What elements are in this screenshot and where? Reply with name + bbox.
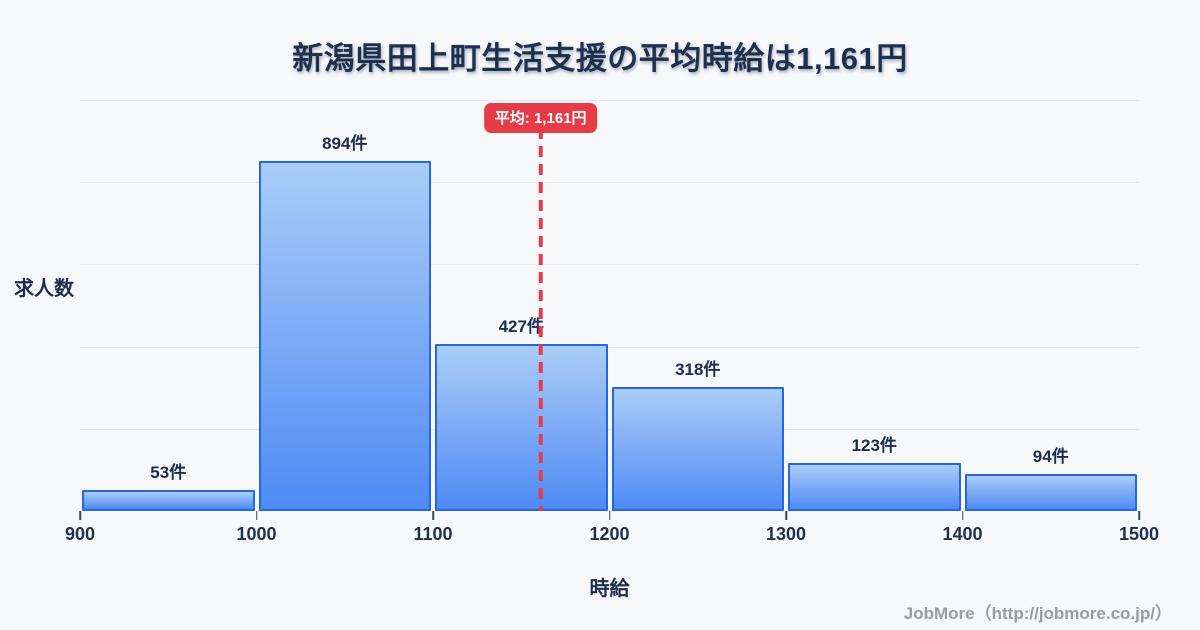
histogram-bar-1100-1200 — [435, 343, 608, 511]
bar-value-label: 427件 — [498, 316, 544, 336]
bar-value-label: 894件 — [322, 134, 368, 154]
x-axis-title: 時給 — [589, 578, 630, 600]
histogram-bar-1300-1400 — [788, 462, 961, 511]
gridline — [80, 346, 1139, 348]
plot-area: 53件 894件 427件 318件 123件 94件 平均: 1,161円 — [80, 100, 1139, 511]
x-tick — [1138, 511, 1140, 520]
bar-value-label: 94件 — [1032, 447, 1069, 467]
histogram-bar-900-1000 — [82, 490, 255, 511]
average-badge: 平均: 1,161円 — [483, 103, 598, 133]
histogram-bar-1200-1300 — [611, 386, 784, 511]
average-line — [538, 128, 543, 511]
gridline — [80, 264, 1139, 266]
x-tick — [79, 511, 81, 520]
x-tick-label: 1000 — [236, 524, 277, 544]
histogram-bar-1000-1100 — [258, 161, 431, 511]
gridline — [80, 100, 1139, 101]
x-tick — [608, 511, 611, 520]
bar-value-label: 123件 — [851, 435, 897, 455]
x-tick-label: 1500 — [1118, 524, 1160, 544]
x-tick — [961, 511, 964, 520]
bar-value-label: 53件 — [150, 463, 187, 483]
x-tick — [785, 511, 787, 520]
watermark-credit: JobMore（http://jobmore.co.jp/） — [903, 604, 1172, 623]
x-tick-label: 1100 — [413, 524, 453, 544]
x-tick-label: 1400 — [942, 524, 983, 544]
x-tick — [432, 511, 434, 520]
gridline — [80, 182, 1139, 184]
x-tick-label: 1300 — [765, 524, 807, 544]
x-axis: 900 1000 1100 1200 1300 1400 1500 — [65, 511, 1159, 557]
gridline — [80, 428, 1139, 430]
x-tick — [255, 511, 258, 520]
chart-title: 新潟県田上町生活支援の平均時給は1,161円 — [292, 41, 908, 76]
x-tick-label: 900 — [64, 524, 96, 544]
histogram-bar-1400-1500 — [964, 474, 1137, 511]
y-axis-title: 求人数 — [14, 278, 74, 300]
bar-value-label: 318件 — [675, 359, 721, 379]
x-tick-label: 1200 — [589, 524, 630, 544]
